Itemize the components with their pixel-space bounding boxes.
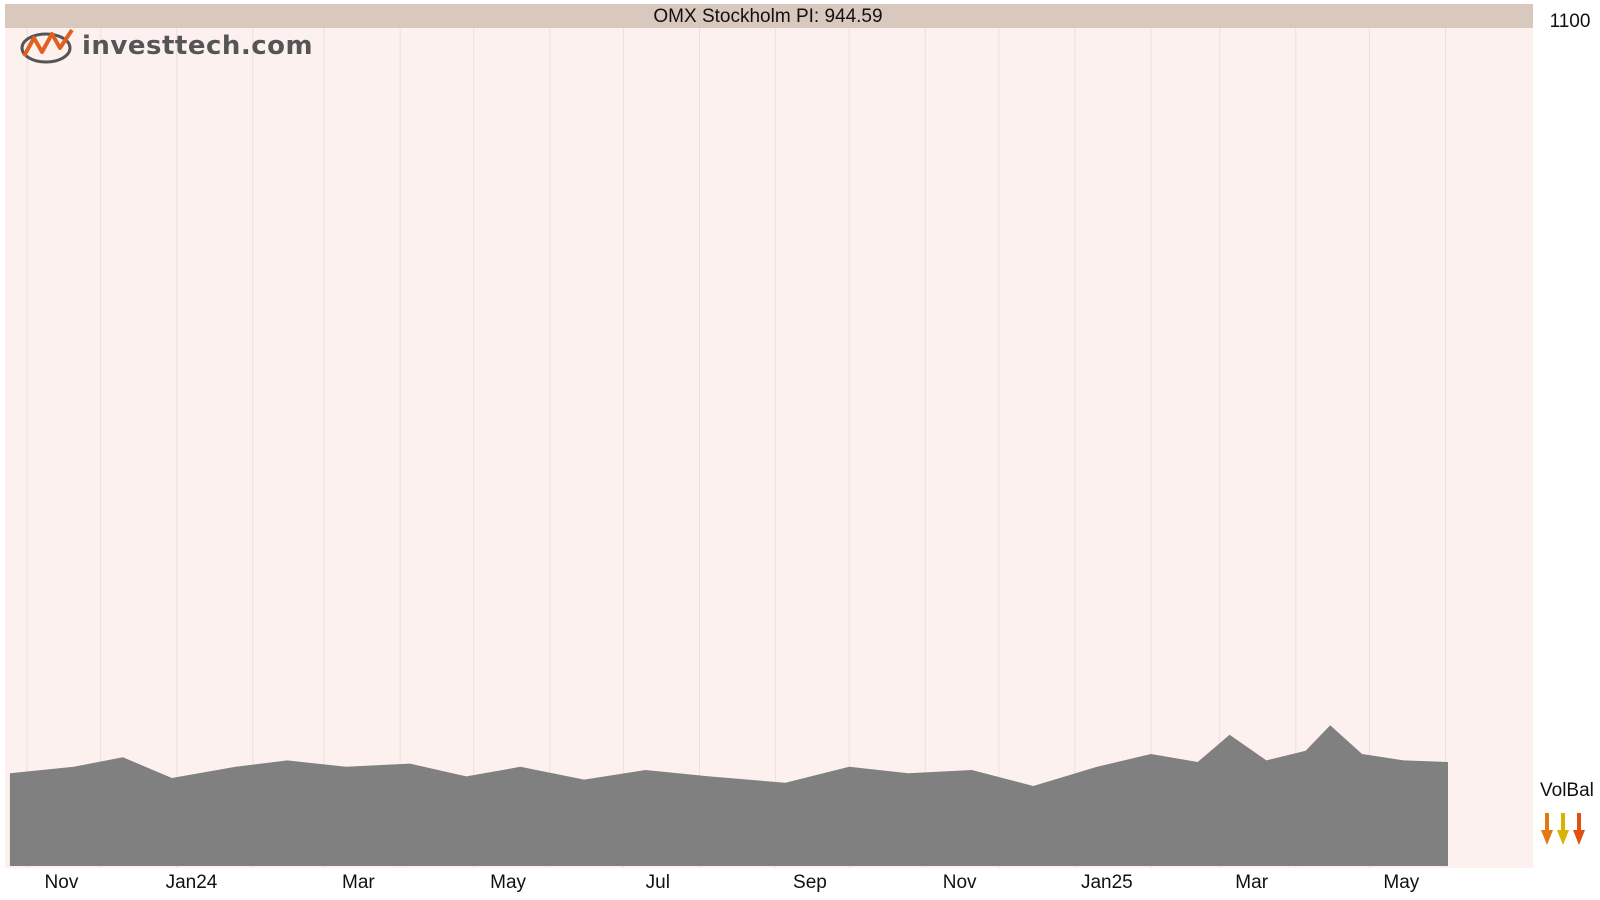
logo[interactable]: investtech.com <box>20 26 313 66</box>
x-axis: Nov Jan24 Mar May Jul Sep Nov Jan25 Mar May <box>45 872 1420 893</box>
x-tick-label: Nov <box>943 872 977 893</box>
price-panel-bg <box>5 28 1533 868</box>
x-tick-label: Mar <box>342 872 375 893</box>
volume-balance-area <box>9 725 1448 866</box>
y-tick-label: 1100 <box>1550 11 1591 32</box>
title-bar <box>5 4 1533 28</box>
x-tick-label: May <box>1383 872 1419 893</box>
x-tick-label: May <box>490 872 526 893</box>
x-axis-strip <box>5 868 1533 900</box>
logo-text: investtech.com <box>82 31 314 61</box>
volume-balance <box>9 725 1448 866</box>
x-tick-label: Nov <box>45 872 79 893</box>
y-axis-strip <box>1533 0 1600 900</box>
chart-panel <box>5 28 1533 900</box>
x-tick-label: Jul <box>646 872 670 893</box>
chart-title: OMX Stockholm PI: 944.59 <box>653 6 882 27</box>
volbal-arrow-icon <box>1573 813 1585 845</box>
grid <box>26 28 1447 868</box>
x-tick-label: Jan24 <box>166 872 218 893</box>
volbal-label: VolBal <box>1540 780 1594 801</box>
volbal-arrow-icon <box>1557 813 1569 845</box>
x-tick-label: Mar <box>1235 872 1268 893</box>
logo-icon <box>20 28 74 64</box>
y-axis: 80085090011001010+6.9%970+2.7%940-0.5%82… <box>1533 0 1600 900</box>
x-tick-label: Sep <box>793 872 827 893</box>
volbal-arrow-icon <box>1541 813 1553 845</box>
x-tick-label: Jan25 <box>1081 872 1133 893</box>
volbal-arrows <box>1540 812 1586 846</box>
